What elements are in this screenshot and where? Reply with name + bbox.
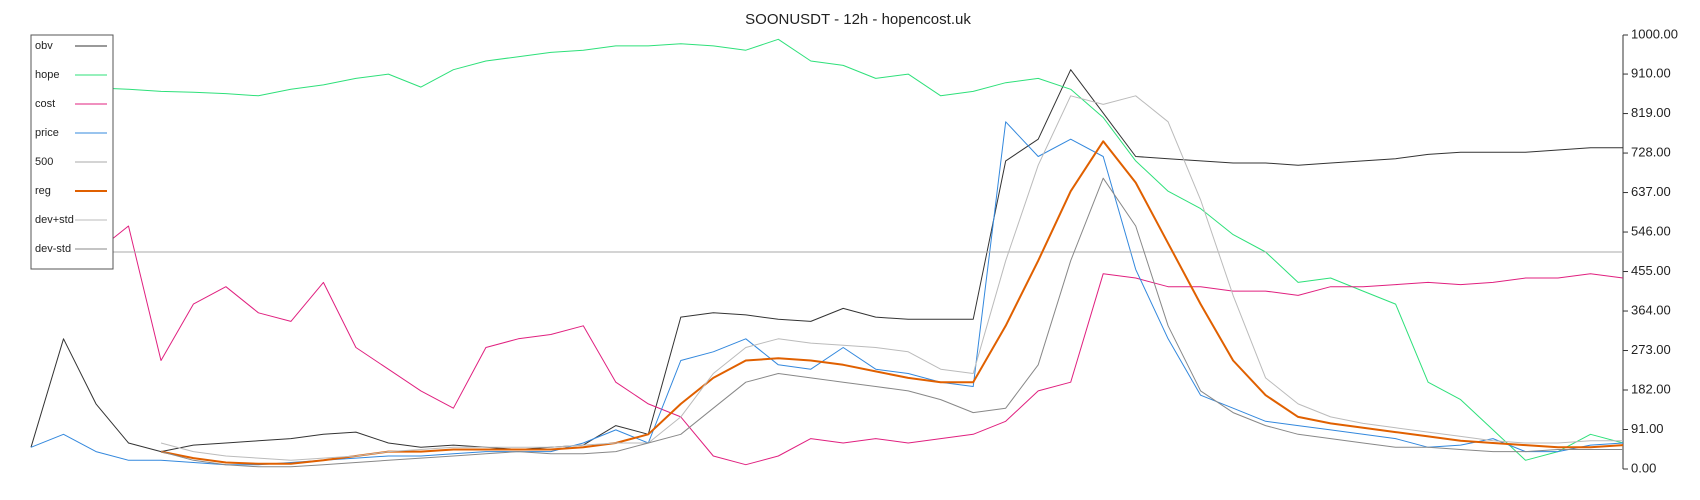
y-tick-label: 819.00 (1631, 105, 1671, 120)
series-line (31, 38, 1624, 461)
y-tick-label: 182.00 (1631, 381, 1671, 396)
y-tick-label: 0.00 (1631, 460, 1656, 475)
y-tick-label: 273.00 (1631, 342, 1671, 357)
series-line (30, 121, 1624, 466)
legend-label: dev-std (35, 243, 71, 255)
y-tick-label: 910.00 (1631, 65, 1671, 80)
series-line (160, 140, 1624, 465)
legend-label: 500 (35, 156, 53, 168)
legend-label: reg (35, 185, 51, 197)
y-tick-label: 728.00 (1631, 144, 1671, 159)
chart-title: SOONUSDT - 12h - hopencost.uk (745, 11, 971, 28)
legend-label: cost (35, 98, 55, 110)
y-tick-label: 1000.00 (1631, 26, 1678, 41)
legend-box (30, 34, 114, 270)
series-line (30, 69, 1623, 453)
legend-label: dev+std (35, 214, 74, 226)
series-line (160, 95, 1623, 461)
series-line (95, 225, 1624, 466)
legend-label: obv (35, 40, 53, 52)
y-tick-label: 364.00 (1631, 302, 1671, 317)
y-tick-label: 455.00 (1631, 263, 1671, 278)
legend-label: hope (35, 69, 59, 81)
series-line (160, 177, 1623, 468)
y-tick-label: 637.00 (1631, 184, 1671, 199)
legend-label: price (35, 127, 59, 139)
y-tick-label: 91.00 (1631, 421, 1664, 436)
y-tick-label: 546.00 (1631, 223, 1671, 238)
